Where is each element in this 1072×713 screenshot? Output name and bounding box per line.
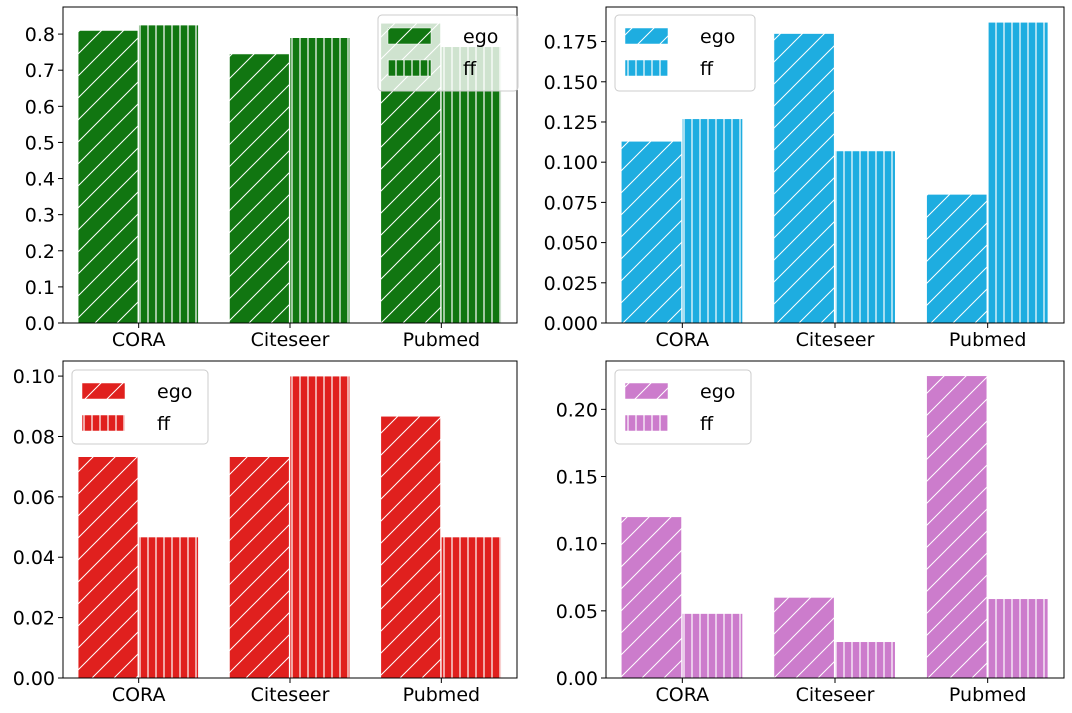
x-tick-label-citeseer: Citeseer — [796, 329, 875, 351]
y-tick-label: 0.7 — [25, 60, 55, 82]
bar-ff-cora — [682, 118, 743, 324]
legend-label-ego: ego — [463, 26, 498, 48]
y-tick-label: 0.15 — [556, 467, 598, 489]
x-tick-label-pubmed: Pubmed — [403, 684, 480, 706]
bar-ff-cora — [138, 536, 199, 679]
chart-panel-1: 0.0 0.1 0.2 0.3 0.4 0.5 0.6 0.7 0.8 CORA Citeseer P… — [25, 6, 519, 351]
legend-swatch-ff — [81, 414, 126, 432]
legend-swatch-ff — [624, 59, 669, 77]
legend-swatch-ff — [624, 414, 669, 432]
y-tick-label: 0.2 — [25, 241, 55, 263]
y-tick-label: 0.02 — [13, 608, 55, 630]
y-tick-label: 0.08 — [13, 426, 55, 448]
y-tick-label: 0.050 — [544, 233, 598, 255]
legend: ego ff — [614, 369, 752, 445]
y-tick-label: 0.10 — [13, 366, 55, 388]
y-tick-label: 0.100 — [544, 152, 598, 174]
y-tick-label: 0.075 — [544, 192, 598, 214]
bar-ego-citeseer — [773, 33, 835, 324]
chart-panel-3: 0.00 0.02 0.04 0.06 0.08 0.10 CORA Citeseer Pubm… — [13, 360, 518, 706]
y-tick-label: 0.0 — [25, 313, 55, 335]
y-tick-label: 0.5 — [25, 132, 55, 154]
y-tick-label: 0.20 — [556, 399, 598, 421]
bar-ff-citeseer — [834, 150, 896, 324]
bar-ego-pubmed — [926, 375, 988, 679]
x-tick-label-cora: CORA — [656, 684, 710, 706]
bar-ego-pubmed — [380, 415, 441, 679]
y-tick-label: 0.1 — [25, 277, 55, 299]
y-tick-label: 0.150 — [544, 72, 598, 94]
x-tick-label-cora: CORA — [112, 684, 166, 706]
legend: ego ff — [377, 14, 519, 92]
bar-ff-pubmed — [987, 21, 1049, 324]
y-tick-label: 0.000 — [544, 313, 598, 335]
bar-ego-cora — [620, 516, 682, 679]
legend: ego ff — [71, 369, 209, 445]
legend-swatch-ego — [387, 27, 432, 45]
x-tick-label-cora: CORA — [112, 329, 166, 351]
x-tick-label-cora: CORA — [656, 329, 710, 351]
bar-ff-pubmed — [987, 598, 1049, 679]
bar-ff-pubmed — [441, 536, 502, 679]
legend-swatch-ego — [624, 27, 669, 45]
bar-ff-cora — [138, 24, 199, 324]
bar-ff-pubmed — [441, 46, 502, 324]
bar-ego-cora — [77, 456, 139, 679]
x-tick-label-citeseer: Citeseer — [251, 329, 330, 351]
bar-ego-pubmed — [926, 194, 988, 324]
bar-ff-citeseer — [289, 37, 351, 324]
legend-label-ego: ego — [700, 381, 735, 403]
bar-ff-citeseer — [834, 641, 896, 679]
bar-ego-citeseer — [229, 53, 290, 324]
legend-label-ff: ff — [700, 413, 714, 435]
bar-ff-citeseer — [289, 375, 351, 679]
y-tick-label: 0.175 — [544, 32, 598, 54]
y-tick-label: 0.025 — [544, 273, 598, 295]
y-tick-label: 0.4 — [25, 169, 55, 191]
legend: ego ff — [614, 14, 756, 92]
y-tick-label: 0.10 — [556, 534, 598, 556]
legend-swatch-ego — [81, 382, 126, 400]
y-tick-label: 0.04 — [13, 547, 55, 569]
chart-panel-2: 0.000 0.025 0.050 0.075 0.100 0.125 0.150 0.175… — [544, 6, 1065, 351]
chart-panel-4: 0.00 0.05 0.10 0.15 0.20 CORA Citeseer Pubmed eg… — [556, 360, 1065, 706]
legend-swatch-ego — [624, 382, 669, 400]
y-tick-label: 0.125 — [544, 112, 598, 134]
x-tick-label-citeseer: Citeseer — [796, 684, 875, 706]
x-tick-label-citeseer: Citeseer — [251, 684, 330, 706]
x-tick-label-pubmed: Pubmed — [949, 329, 1026, 351]
bar-ego-citeseer — [229, 456, 290, 679]
y-tick-label: 0.00 — [13, 668, 55, 690]
y-tick-label: 0.6 — [25, 96, 55, 118]
legend-label-ff: ff — [700, 58, 714, 80]
y-tick-label: 0.00 — [556, 668, 598, 690]
legend-label-ff: ff — [157, 413, 171, 435]
bar-ego-cora — [77, 30, 139, 324]
legend-label-ego: ego — [700, 26, 735, 48]
y-tick-label: 0.8 — [25, 24, 55, 46]
bar-ff-cora — [682, 613, 743, 679]
legend-label-ff: ff — [463, 58, 477, 80]
x-tick-label-pubmed: Pubmed — [949, 684, 1026, 706]
y-tick-label: 0.05 — [556, 601, 598, 623]
y-tick-label: 0.06 — [13, 487, 55, 509]
x-tick-label-pubmed: Pubmed — [403, 329, 480, 351]
bar-ego-cora — [620, 140, 682, 324]
y-tick-label: 0.3 — [25, 205, 55, 227]
bar-ego-citeseer — [773, 597, 835, 679]
legend-label-ego: ego — [157, 381, 192, 403]
legend-swatch-ff — [387, 59, 432, 77]
